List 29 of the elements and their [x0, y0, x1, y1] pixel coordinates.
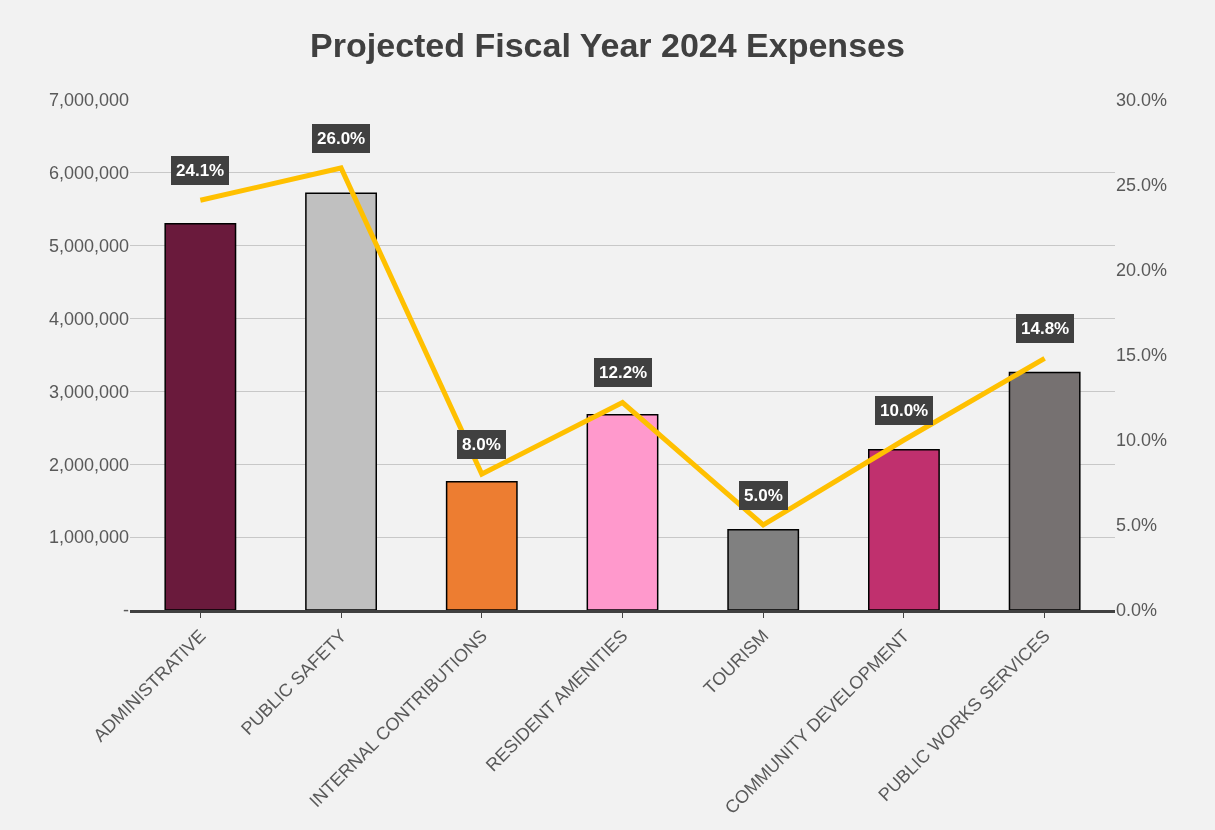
y2-tick-label: 20.0%: [1116, 260, 1168, 281]
y2-tick-label: 25.0%: [1116, 175, 1168, 196]
bar: [445, 481, 518, 610]
data-label: 24.1%: [176, 161, 225, 180]
data-label: 26.0%: [317, 129, 366, 148]
bar: [868, 448, 940, 610]
data-label: 12.2%: [599, 363, 648, 382]
data-label: 8.0%: [462, 435, 501, 454]
bar: [727, 529, 800, 610]
y-tick-label: 4,000,000: [48, 308, 129, 329]
y-tick-label: 6,000,000: [48, 163, 129, 184]
data-label: 10.0%: [880, 401, 929, 420]
chart-title: Projected Fiscal Year 2024 Expenses: [310, 26, 905, 64]
bar: [586, 413, 659, 610]
y-tick-label: 7,000,000: [48, 90, 129, 111]
bar: [164, 223, 237, 610]
y2-tick-label: 5.0%: [1116, 515, 1158, 536]
y-tick-label: -: [123, 600, 129, 621]
y-tick-label: 5,000,000: [48, 236, 129, 257]
y2-tick-label: 15.0%: [1116, 345, 1168, 366]
bar: [1008, 371, 1081, 610]
y-tick-label: 3,000,000: [48, 381, 129, 402]
y2-tick-label: 0.0%: [1116, 600, 1158, 621]
data-label: 5.0%: [744, 486, 783, 505]
y2-tick-label: 30.0%: [1116, 90, 1168, 111]
data-label: 14.8%: [1021, 319, 1070, 338]
y-tick-label: 2,000,000: [48, 454, 129, 475]
y2-tick-label: 10.0%: [1116, 430, 1168, 451]
y-tick-label: 1,000,000: [48, 527, 129, 548]
